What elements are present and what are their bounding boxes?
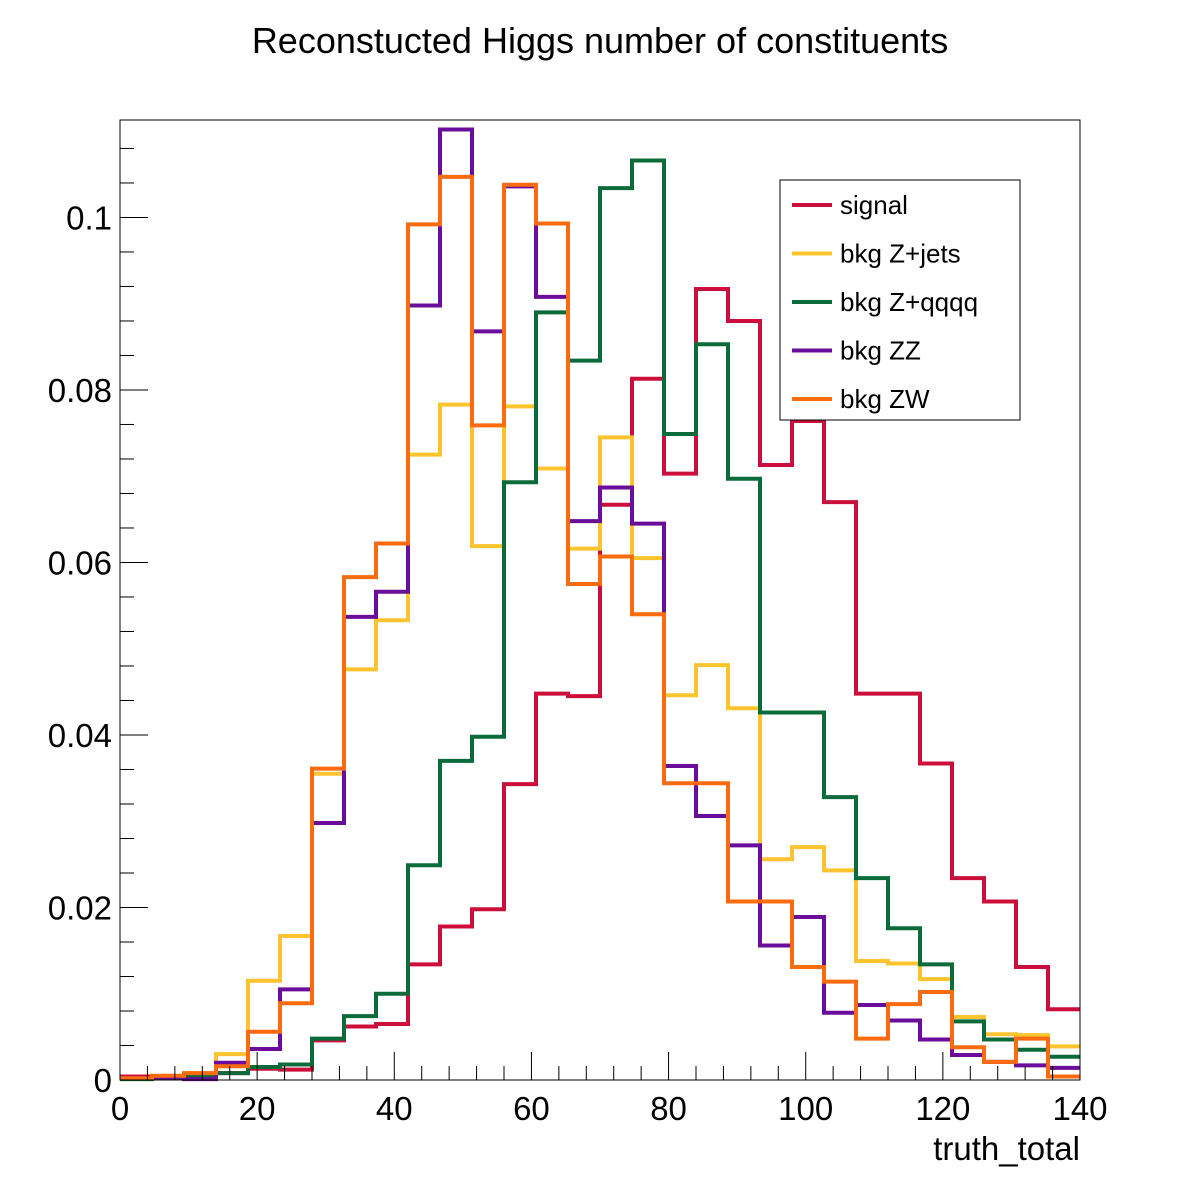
histogram-layer <box>120 127 1080 1082</box>
x-tick-label: 0 <box>111 1090 129 1127</box>
y-tick-label: 0.06 <box>48 544 112 581</box>
y-tick-label: 0.02 <box>48 889 112 926</box>
x-tick-label: 120 <box>915 1090 970 1127</box>
series-line-bkg-zw <box>120 174 1080 1081</box>
x-tick-label: 80 <box>650 1090 687 1127</box>
series-line-bkg-zz <box>120 127 1080 1082</box>
series-line-signal <box>120 287 1080 1079</box>
chart-title: Reconstucted Higgs number of constituent… <box>252 20 948 61</box>
legend-label: bkg Z+qqqq <box>840 287 978 317</box>
x-tick-label: 20 <box>239 1090 276 1127</box>
x-tick-label: 40 <box>376 1090 413 1127</box>
y-tick-label: 0.04 <box>48 717 112 754</box>
legend-label: bkg Z+jets <box>840 239 961 269</box>
y-tick-label: 0.1 <box>66 199 112 236</box>
legend-label: bkg ZW <box>840 384 930 414</box>
x-tick-label: 140 <box>1052 1090 1107 1127</box>
legend-label: signal <box>840 190 908 220</box>
legend-label: bkg ZZ <box>840 336 921 366</box>
legend: signal bkg Z+jets bkg Z+qqqq bkg ZZ bkg ZW <box>779 179 1021 421</box>
y-tick-label: 0.08 <box>48 372 112 409</box>
axes: 0 20 40 60 80 100 120 140 0 0.02 0.04 0.06 0.08 0.1 <box>48 147 1108 1127</box>
x-axis-title: truth_total <box>933 1130 1080 1167</box>
series-line-bkg-z-qqqq <box>120 158 1080 1082</box>
x-tick-label: 100 <box>778 1090 833 1127</box>
plot-frame <box>119 119 1081 1081</box>
x-tick-label: 60 <box>513 1090 550 1127</box>
y-tick-label: 0 <box>94 1062 112 1099</box>
